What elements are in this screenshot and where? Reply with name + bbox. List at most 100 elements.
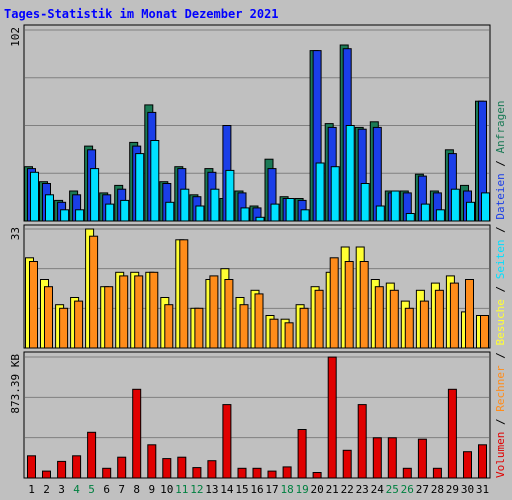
x-tick-label: 28 [431,483,444,496]
legend-text: Volumen / Rechner / Besuche / Seiten / D… [494,100,507,478]
panel-volume [23,351,491,479]
bar-seiten-day-12 [195,205,205,222]
bar-volumen-day-24 [372,437,382,479]
x-tick-label: 15 [235,483,248,496]
bar-volumen-day-30 [463,451,472,479]
bar-volumen-day-7 [117,456,127,479]
bar-seiten-day-6 [105,203,115,222]
bar-seiten-day-13 [210,188,220,222]
x-tick-label: 30 [461,483,474,496]
bar-rechner-day-7 [119,275,129,349]
x-tick-label: 10 [160,483,173,496]
bar-volumen-day-8 [132,388,142,479]
bar-seiten-day-3 [60,209,70,222]
x-tick-label: 14 [220,483,234,496]
bar-rechner-day-4 [74,300,84,349]
bar-seiten-day-5 [90,168,100,222]
max-label-volume: 873.39 KB [9,354,22,414]
max-label-visits: 33 [9,227,22,240]
x-tick-label: 2 [43,483,50,496]
bar-seiten-day-23 [360,183,370,222]
chart-title: Tages-Statistik im Monat Dezember 2021 [4,7,279,21]
bar-rechner-day-22 [344,261,354,349]
bar-volumen-day-11 [177,456,187,479]
bar-volumen-day-22 [342,449,352,479]
bar-seiten-day-31 [481,192,490,222]
bar-seiten-day-24 [375,205,385,222]
legend-separator: / [494,279,507,299]
bar-rechner-day-29 [449,282,459,349]
bar-volumen-day-10 [162,458,172,479]
bar-rechner-day-31 [480,315,489,349]
bar-rechner-day-27 [419,300,429,349]
bar-rechner-day-15 [239,304,249,349]
bar-seiten-day-2 [45,194,54,222]
bar-rechner-day-28 [434,289,444,349]
bar-seiten-day-28 [435,209,445,222]
bar-rechner-day-20 [314,289,324,349]
bar-volumen-day-5 [87,431,97,479]
x-tick-label: 3 [58,483,65,496]
bar-seiten-day-7 [120,199,130,222]
bar-rechner-day-10 [164,304,174,349]
bar-rechner-day-26 [404,307,414,349]
x-tick-label: 31 [476,483,489,496]
panel-requests [23,24,491,222]
bar-seiten-day-17 [270,203,280,222]
bar-rechner-day-19 [299,307,309,349]
x-tick-label: 13 [205,483,218,496]
bar-seiten-day-4 [75,209,85,222]
bar-rechner-day-18 [284,322,294,349]
legend-besuche: Besuche [494,299,507,345]
bar-seiten-day-16 [255,216,265,222]
x-tick-label: 21 [326,483,339,496]
bar-rechner-day-12 [194,307,204,349]
x-tick-label: 11 [175,483,188,496]
bar-seiten-day-9 [150,140,160,222]
bar-rechner-day-17 [269,318,279,349]
bar-volumen-day-17 [267,470,277,479]
x-tick-label: 18 [280,483,293,496]
bar-rechner-day-5 [89,235,99,349]
x-tick-label: 27 [416,483,429,496]
bar-rechner-day-13 [209,275,219,349]
bar-volumen-day-6 [102,467,112,479]
x-tick-label: 12 [190,483,203,496]
x-tick-label: 4 [73,483,80,496]
bar-seiten-day-14 [225,169,235,222]
bar-volumen-day-26 [402,467,412,479]
x-tick-label: 8 [133,483,140,496]
bar-rechner-day-16 [254,293,264,349]
bar-volumen-day-2 [42,470,51,479]
legend-separator: / [494,220,507,240]
bar-volumen-day-20 [312,472,322,479]
x-tick-label: 20 [310,483,323,496]
x-tick-label: 17 [265,483,278,496]
bar-volumen-day-3 [57,460,67,479]
max-label-requests: 102 [9,27,22,47]
bar-seiten-day-26 [405,213,415,222]
chart-bars [24,44,490,479]
bar-volumen-day-9 [147,444,157,479]
legend-volumen: Volumen [494,432,507,478]
bar-rechner-day-1 [29,261,38,349]
legend-separator: / [494,346,507,366]
bar-seiten-day-19 [300,209,310,222]
x-tick-label: 7 [118,483,125,496]
bar-seiten-day-20 [315,162,325,222]
bar-seiten-day-10 [165,201,175,222]
bar-volumen-day-12 [192,467,202,479]
bar-seiten-day-11 [180,188,190,222]
x-tick-label: 16 [250,483,263,496]
bar-rechner-day-11 [179,239,189,349]
bar-rechner-day-2 [44,286,53,349]
legend-anfragen: Anfragen [494,100,507,153]
bar-seiten-day-29 [450,188,460,222]
x-tick-label: 5 [88,483,95,496]
chart-legend: Volumen / Rechner / Besuche / Seiten / D… [494,100,507,478]
bar-rechner-day-6 [104,286,114,349]
bar-rechner-day-14 [224,279,234,349]
bar-volumen-day-13 [207,460,217,479]
